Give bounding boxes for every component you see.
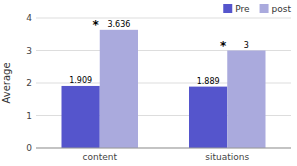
legend-item: Pre [223,4,250,14]
data-label: 1.909 [69,76,92,85]
y-axis-label: Average [1,62,12,103]
y-axis: 0 1 2 3 4 [26,13,291,153]
y-tick-label: 1 [26,111,32,121]
legend-item: post [260,4,292,14]
bar [100,30,138,148]
data-label: 3 [244,41,249,50]
annotation: * [93,18,100,32]
x-tick-label: content [83,152,118,162]
y-tick-label: 3 [26,46,32,56]
y-tick-label: 4 [26,13,32,23]
chart: 0 1 2 3 4 Average content situations 1.909 1.889 3… [0,0,297,166]
legend-label: post [272,4,292,14]
bar [62,86,100,148]
data-label: 1.889 [197,77,220,86]
legend-swatch [260,4,269,13]
legend-label: Pre [235,4,250,14]
grid-line [36,148,291,149]
y-tick-label: 2 [26,78,32,88]
x-axis-line [36,148,291,149]
annotation: * [220,39,227,53]
bar [189,87,227,148]
y-tick-label: 0 [26,143,32,153]
legend: Pre post [223,4,291,14]
bars [62,30,266,148]
grid-line [36,18,291,19]
chart-container: 0 1 2 3 4 Average content situations 1.909 1.889 3… [0,0,297,166]
data-label: 3.636 [107,20,130,29]
x-tick-label: situations [205,152,249,162]
bar [227,51,265,149]
legend-swatch [223,4,232,13]
